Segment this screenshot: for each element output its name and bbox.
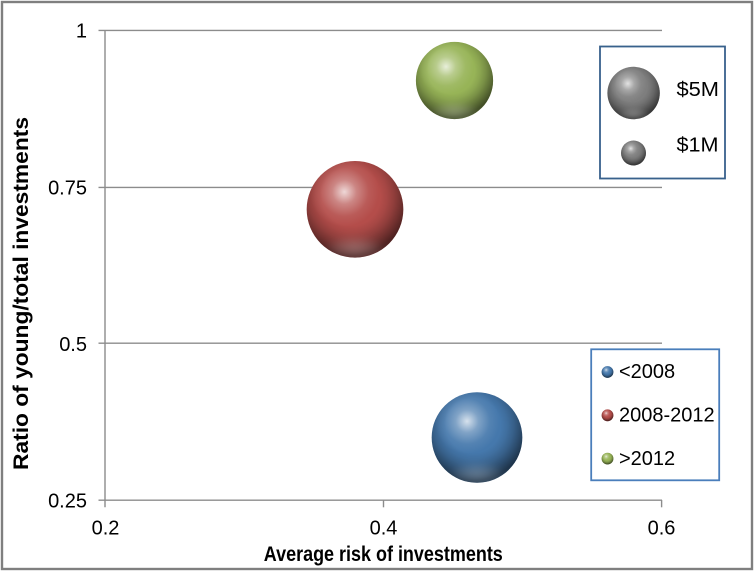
svg-text:<2008: <2008 [619, 361, 675, 383]
svg-text:0.25: 0.25 [48, 491, 87, 513]
svg-text:Ratio of young/total investmen: Ratio of young/total investments [10, 117, 33, 470]
svg-text:0.2: 0.2 [92, 518, 120, 540]
svg-text:$5M: $5M [677, 79, 720, 101]
svg-text:>2012: >2012 [619, 448, 675, 470]
svg-text:2008-2012: 2008-2012 [619, 405, 715, 427]
svg-text:$1M: $1M [677, 135, 719, 157]
svg-text:0.4: 0.4 [370, 518, 398, 540]
svg-text:Average risk of investments: Average risk of investments [264, 543, 503, 566]
svg-text:0.6: 0.6 [648, 518, 676, 540]
svg-text:0.5: 0.5 [59, 334, 87, 356]
svg-text:1: 1 [76, 21, 87, 43]
svg-text:0.75: 0.75 [48, 178, 87, 200]
